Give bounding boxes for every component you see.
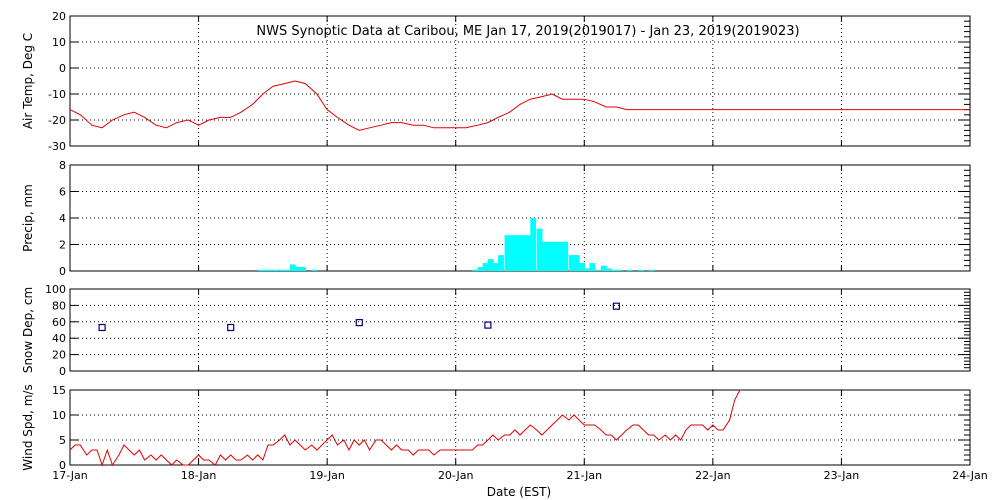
precip-bar bbox=[616, 269, 623, 271]
panel-2: 100 80 60 40 20 0 Snow Dep, cm bbox=[21, 283, 971, 378]
y-axis-title: Wind Spd, m/s bbox=[21, 384, 35, 470]
y-tick-label: 20 bbox=[52, 10, 66, 23]
x-tick-label: 17-Jan bbox=[52, 469, 88, 482]
y-tick-label: 80 bbox=[52, 299, 66, 312]
y-tick-label: 60 bbox=[52, 316, 66, 329]
precip-bar bbox=[648, 269, 655, 271]
x-tick-label: 20-Jan bbox=[438, 469, 474, 482]
precip-bar bbox=[606, 268, 612, 271]
precip-bar bbox=[568, 255, 575, 271]
precip-bar bbox=[284, 269, 291, 271]
y-axis-title: Precip, mm bbox=[21, 184, 35, 252]
panel-3: 15 10 5 0 Wind Spd, m/s bbox=[21, 384, 971, 472]
precip-bar bbox=[541, 241, 548, 271]
precip-bar bbox=[525, 235, 531, 271]
plot-frame bbox=[69, 288, 971, 372]
y-axis-title: Snow Dep, cm bbox=[21, 287, 35, 373]
panel-1: 8 6 4 2 0 Precip, mm bbox=[21, 159, 971, 278]
y-tick-label: 0 bbox=[59, 459, 66, 472]
precip-bar bbox=[638, 269, 645, 271]
precip-bar bbox=[295, 267, 301, 271]
y-tick-label: 6 bbox=[59, 186, 66, 199]
precip-bar bbox=[611, 269, 618, 271]
x-tick-label: 23-Jan bbox=[824, 469, 860, 482]
y-tick-label: 8 bbox=[59, 159, 66, 172]
precip-bar bbox=[487, 259, 494, 271]
precip-bar bbox=[273, 269, 279, 271]
precip-bar bbox=[584, 268, 591, 271]
precip-bar bbox=[579, 263, 585, 271]
y-tick-label: 2 bbox=[59, 239, 66, 252]
precip-bar bbox=[504, 235, 511, 271]
snow-depth-point bbox=[355, 319, 363, 327]
precip-bar bbox=[300, 267, 306, 271]
precip-bar bbox=[520, 235, 526, 271]
y-tick-label: -10 bbox=[48, 88, 66, 101]
precip-bar bbox=[557, 241, 564, 271]
series-line bbox=[69, 80, 970, 131]
y-tick-label: 10 bbox=[52, 36, 66, 49]
precip-bar bbox=[493, 263, 499, 271]
y-tick-label: -20 bbox=[48, 114, 66, 127]
precip-bar bbox=[509, 235, 516, 271]
precip-bar bbox=[268, 269, 274, 271]
snow-depth-point bbox=[227, 323, 235, 332]
plot-frame bbox=[69, 15, 971, 147]
y-tick-label: 15 bbox=[52, 384, 66, 397]
precip-bar bbox=[562, 241, 569, 271]
y-tick-label: 4 bbox=[59, 212, 66, 225]
y-tick-label: 40 bbox=[52, 332, 66, 345]
precip-bar bbox=[601, 265, 607, 271]
x-tick-label: 22-Jan bbox=[695, 469, 731, 482]
precip-bar bbox=[482, 263, 489, 271]
precip-bar bbox=[477, 267, 484, 271]
precip-bar bbox=[552, 241, 558, 271]
y-tick-label: -30 bbox=[48, 140, 66, 153]
x-axis-title: Date (EST) bbox=[487, 485, 551, 499]
panel-0: 20 10 0 -10 -20 -30 Air Temp, Deg C bbox=[21, 10, 971, 153]
y-tick-label: 10 bbox=[52, 409, 66, 422]
y-tick-label: 0 bbox=[59, 62, 66, 75]
snow-depth-point bbox=[98, 323, 106, 332]
precip-bar bbox=[257, 269, 264, 271]
series-line bbox=[69, 389, 741, 467]
precip-bar bbox=[626, 269, 633, 271]
precip-bar bbox=[547, 241, 553, 271]
precip-bar bbox=[262, 269, 269, 271]
precip-bar bbox=[472, 269, 479, 271]
precip-bar bbox=[574, 255, 580, 271]
x-tick-label: 18-Jan bbox=[181, 469, 217, 482]
y-axis-title: Air Temp, Deg C bbox=[21, 33, 35, 129]
y-tick-label: 20 bbox=[52, 349, 66, 362]
y-tick-label: 0 bbox=[59, 365, 66, 378]
x-tick-label: 21-Jan bbox=[567, 469, 603, 482]
snow-depth-point bbox=[612, 302, 621, 310]
plot-frame bbox=[69, 389, 971, 466]
precip-bar bbox=[498, 255, 504, 271]
precip-bar bbox=[311, 269, 318, 271]
precip-bar bbox=[289, 264, 296, 271]
x-tick-label: 24-Jan bbox=[952, 469, 988, 482]
x-tick-label: 19-Jan bbox=[309, 469, 345, 482]
precip-bar bbox=[589, 263, 596, 271]
y-tick-label: 100 bbox=[45, 283, 66, 296]
chart-title: NWS Synoptic Data at Caribou, ME Jan 17,… bbox=[256, 24, 799, 39]
snow-depth-point bbox=[484, 321, 492, 329]
precip-bar bbox=[279, 269, 286, 271]
y-tick-label: 0 bbox=[59, 265, 66, 278]
precip-bar bbox=[594, 269, 601, 271]
precip-bar bbox=[514, 235, 521, 271]
y-tick-label: 5 bbox=[59, 434, 66, 447]
precip-bar bbox=[536, 228, 543, 271]
precip-bar bbox=[530, 218, 537, 271]
